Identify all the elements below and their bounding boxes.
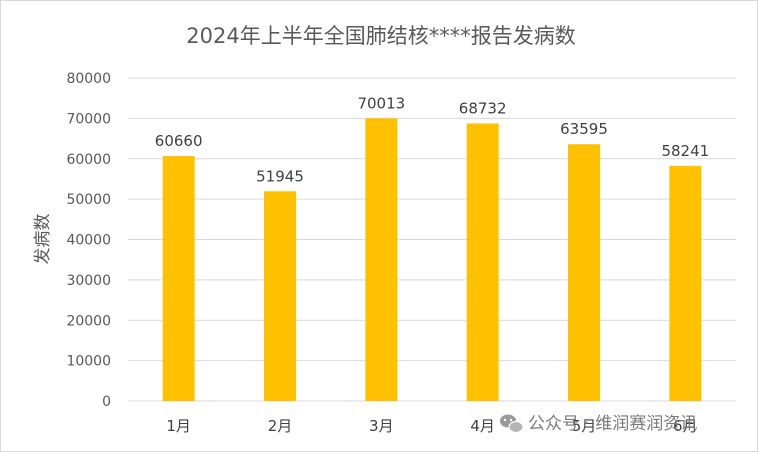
y-tick-label: 70000: [66, 111, 111, 127]
y-axis-ticks: 0 10000 20000 30000 40000 50000 60000 70000 8000…: [66, 71, 111, 410]
x-category-label: 4月: [470, 417, 495, 435]
data-label: 70013: [357, 94, 405, 112]
bar: [669, 165, 702, 401]
bar: [264, 191, 296, 401]
x-category-label: 3月: [369, 417, 394, 435]
data-label: 63595: [560, 120, 608, 138]
y-tick-label: 50000: [66, 192, 111, 208]
y-tick-label: 0: [102, 394, 111, 410]
bars: 60660 51945 70013 68732 63595 58241: [155, 94, 709, 402]
bar: [162, 156, 195, 401]
chart-title: 2024年上半年全国肺结核****报告发病数: [186, 24, 575, 48]
y-tick-label: 40000: [66, 233, 111, 249]
data-label: 68732: [459, 99, 507, 117]
bar: [365, 118, 398, 401]
data-label: 58241: [661, 142, 709, 160]
bar: [568, 144, 600, 402]
watermark: 公众号 · 维润赛润资讯: [500, 413, 697, 434]
wechat-icon: [500, 414, 524, 434]
data-label: 60660: [155, 132, 203, 150]
x-category-label: 2月: [268, 417, 293, 435]
grid-lines: [128, 77, 736, 402]
x-category-label: 6月: [673, 417, 698, 435]
y-tick-label: 10000: [66, 354, 111, 370]
y-tick-label: 20000: [66, 313, 111, 329]
data-label: 51945: [256, 167, 304, 185]
x-axis-categories: 1月 2月 3月 4月 5月 6月: [166, 417, 697, 435]
y-tick-label: 60000: [66, 152, 111, 168]
y-tick-label: 30000: [66, 273, 111, 289]
y-axis-label: 发病数: [33, 214, 53, 265]
x-category-label: 5月: [572, 417, 597, 435]
watermark-text: 公众号 · 维润赛润资讯: [528, 413, 697, 434]
y-tick-label: 80000: [66, 71, 111, 87]
x-category-label: 1月: [166, 417, 191, 435]
bar: [466, 123, 499, 401]
